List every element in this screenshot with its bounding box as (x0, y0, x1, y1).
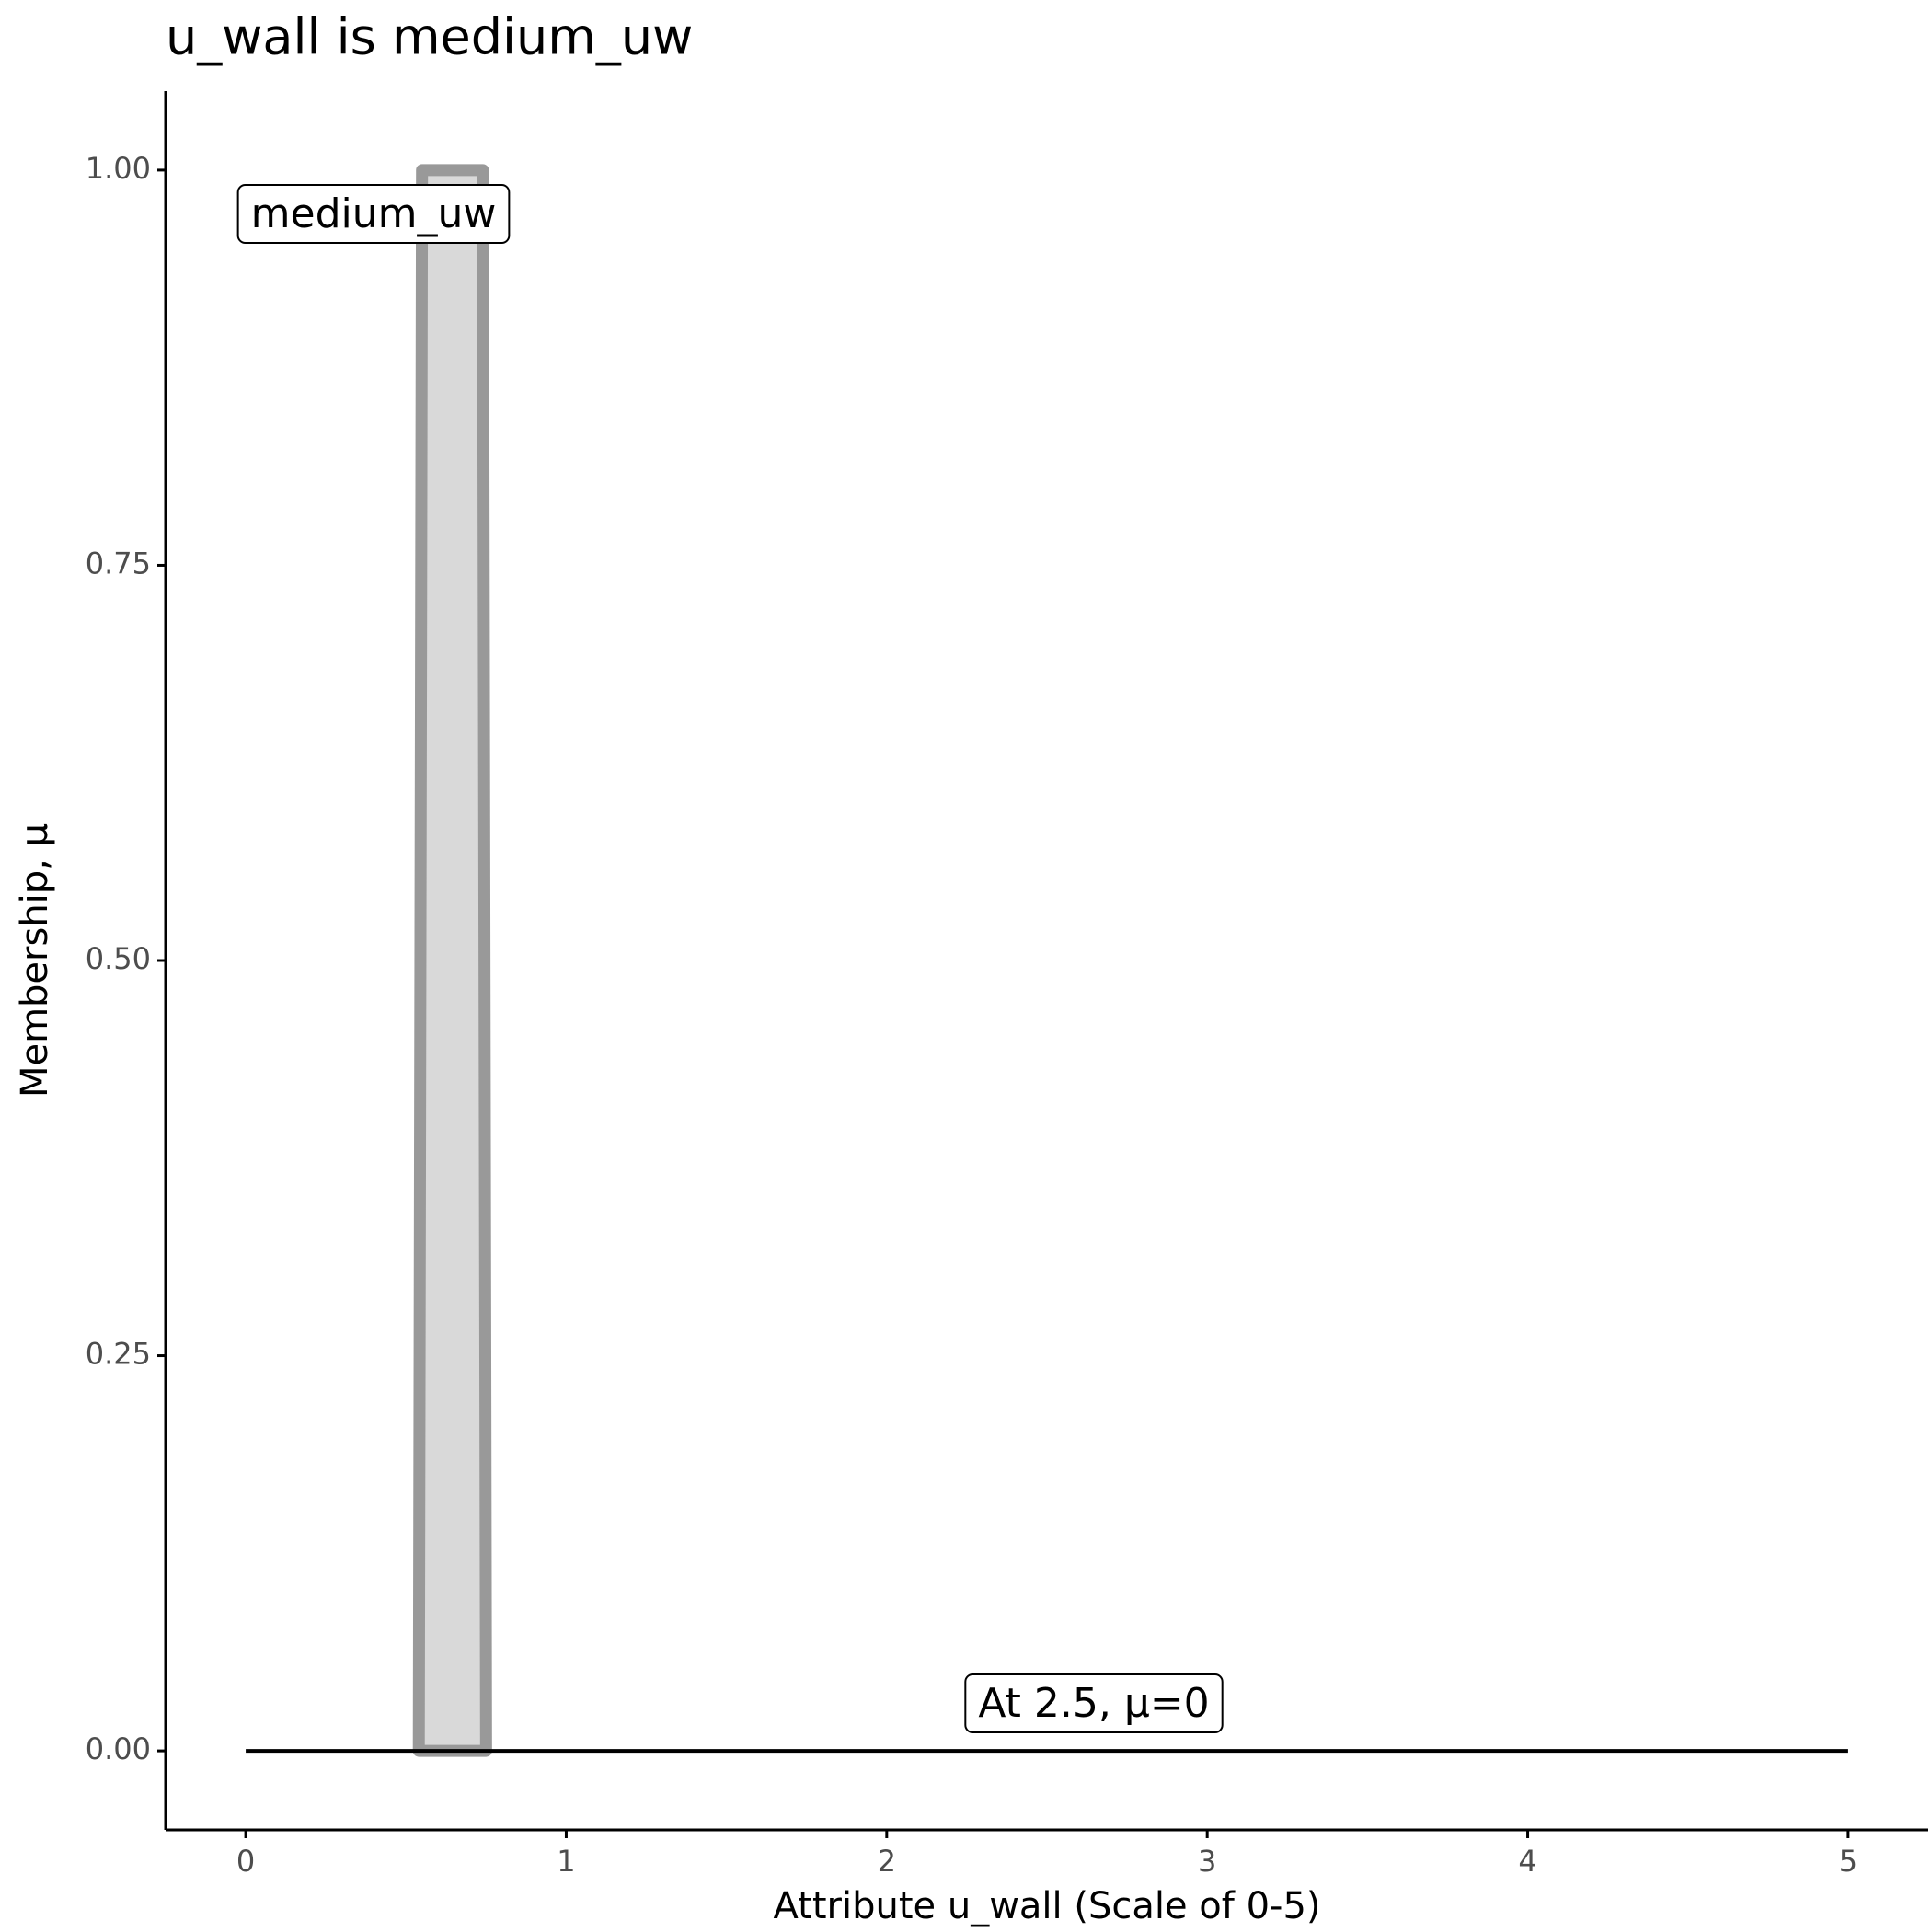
y-tick-label: 0.00 (86, 1731, 151, 1766)
x-tick-label: 1 (557, 1844, 575, 1879)
x-tick-label: 2 (878, 1844, 896, 1879)
x-tick-label: 4 (1518, 1844, 1536, 1879)
x-tick-label: 3 (1198, 1844, 1216, 1879)
y-tick-label: 1.00 (86, 151, 151, 186)
x-axis-title: Attribute u_wall (Scale of 0-5) (774, 1885, 1321, 1927)
x-tick-label: 5 (1839, 1844, 1857, 1879)
chart-title: u_wall is medium_uw (166, 8, 693, 66)
membership-area (412, 164, 492, 1757)
annotation: At 2.5, μ=0 (978, 1680, 1209, 1727)
x-tick-label: 0 (236, 1844, 255, 1879)
y-tick-label: 0.75 (86, 546, 151, 581)
y-tick-label: 0.25 (86, 1337, 151, 1372)
annotation-box (236, 184, 511, 244)
y-tick-label: 0.50 (86, 941, 151, 976)
annotation-box (964, 1673, 1224, 1733)
y-axis-title: Membership, μ (14, 823, 56, 1098)
annotation: medium_uw (251, 190, 497, 237)
